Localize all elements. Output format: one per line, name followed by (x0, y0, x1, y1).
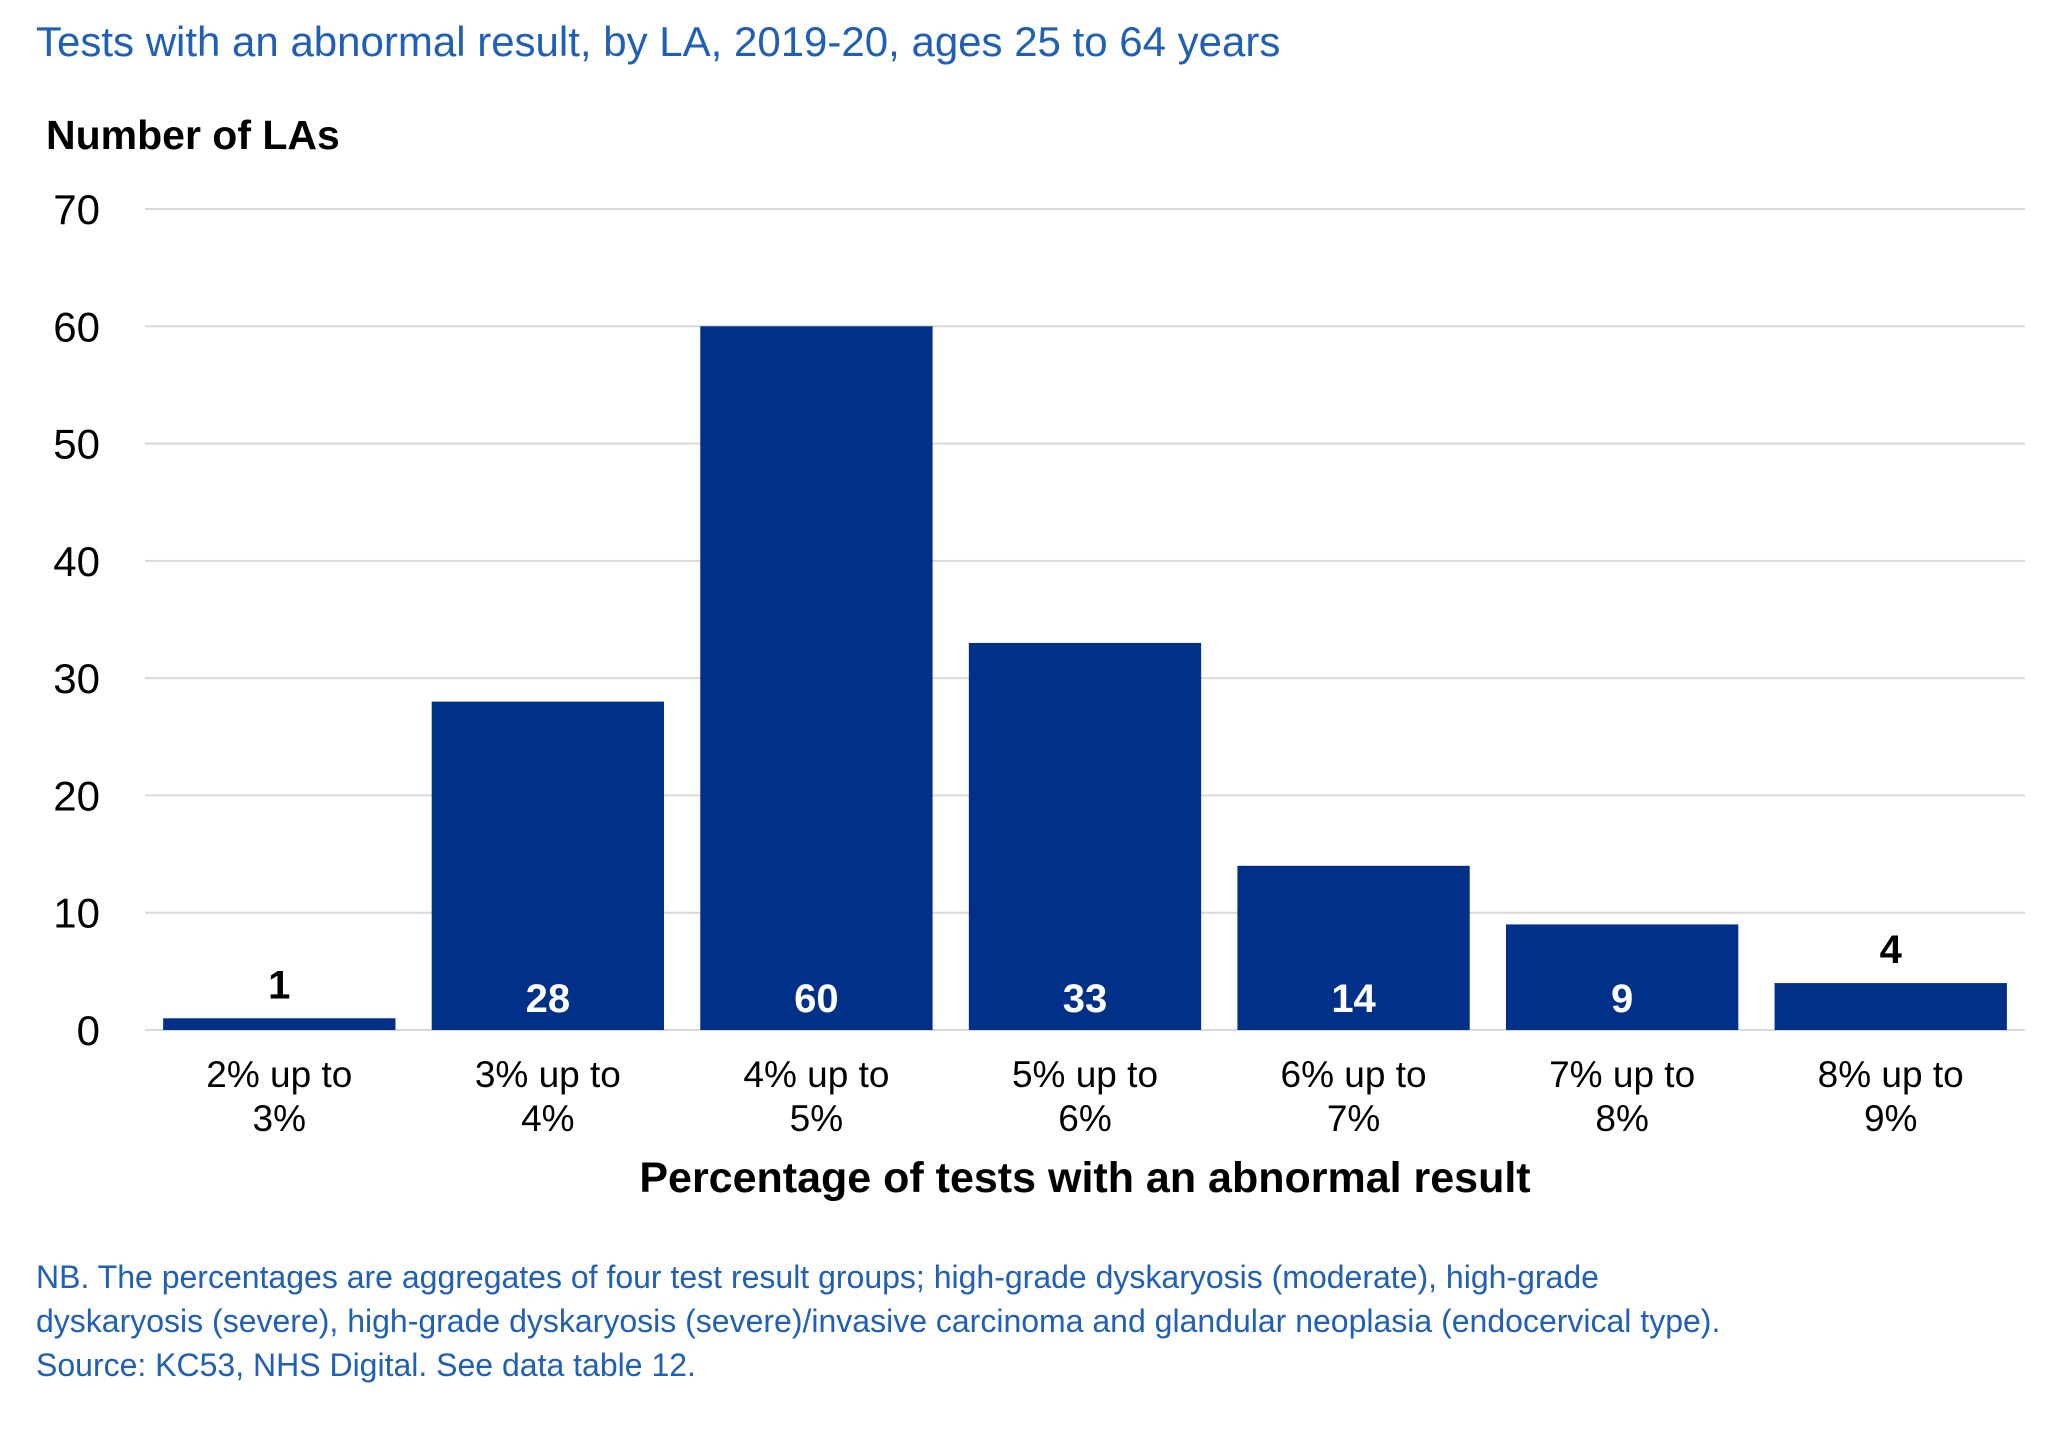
data-label: 14 (1331, 977, 1376, 1021)
y-tick-label: 50 (53, 421, 100, 468)
x-tick-label: 3% (253, 1098, 306, 1139)
bar (968, 642, 1202, 1030)
y-axis-ticks: 0 10 20 30 40 50 60 70 (53, 186, 100, 1054)
data-labels: 1 28 60 33 14 9 4 (268, 928, 1902, 1021)
bar (1237, 865, 1470, 1030)
y-tick-label: 20 (53, 772, 100, 819)
x-tick-label: 5% (790, 1098, 843, 1139)
x-tick-label: 8% (1595, 1098, 1648, 1139)
x-axis-title: Percentage of tests with an abnormal res… (639, 1154, 1531, 1202)
bars (163, 326, 2007, 1030)
x-tick-label: 4% (521, 1098, 574, 1139)
y-tick-label: 10 (53, 890, 100, 937)
data-label: 33 (1063, 977, 1108, 1021)
data-label: 9 (1611, 977, 1633, 1021)
x-tick-label: 3% up to (475, 1054, 621, 1095)
x-tick-label: 7% up to (1549, 1054, 1695, 1095)
bar (163, 1018, 396, 1030)
x-tick-label: 8% up to (1818, 1054, 1964, 1095)
data-label: 1 (268, 963, 290, 1007)
data-label: 60 (794, 977, 839, 1021)
x-axis-ticks: 2% up to3%3% up to4%4% up to5%5% up to6%… (206, 1054, 1963, 1139)
y-tick-label: 30 (53, 655, 100, 702)
footnote-line-1: NB. The percentages are aggregates of fo… (36, 1259, 1599, 1295)
chart-title: Tests with an abnormal result, by LA, 20… (36, 18, 1281, 65)
y-tick-label: 40 (53, 538, 100, 585)
footnote: NB. The percentages are aggregates of fo… (36, 1255, 2026, 1387)
x-tick-label: 9% (1864, 1098, 1917, 1139)
x-tick-label: 6% up to (1281, 1054, 1427, 1095)
bar (1774, 983, 2007, 1030)
x-tick-label: 4% up to (743, 1054, 889, 1095)
y-tick-label: 70 (53, 186, 100, 233)
y-tick-label: 60 (53, 303, 100, 350)
bar (431, 701, 665, 1030)
footnote-line-3: Source: KC53, NHS Digital. See data tabl… (36, 1347, 696, 1383)
bar (700, 326, 933, 1030)
bar (1505, 924, 1739, 1030)
x-tick-label: 6% (1058, 1098, 1111, 1139)
data-label: 4 (1880, 928, 1903, 972)
y-tick-label: 0 (77, 1007, 100, 1054)
x-tick-label: 5% up to (1012, 1054, 1158, 1095)
x-tick-label: 2% up to (206, 1054, 352, 1095)
y-axis-title: Number of LAs (46, 112, 340, 158)
data-label: 28 (526, 977, 571, 1021)
footnote-line-2: dyskaryosis (severe), high-grade dyskary… (36, 1303, 1721, 1339)
x-tick-label: 7% (1327, 1098, 1380, 1139)
